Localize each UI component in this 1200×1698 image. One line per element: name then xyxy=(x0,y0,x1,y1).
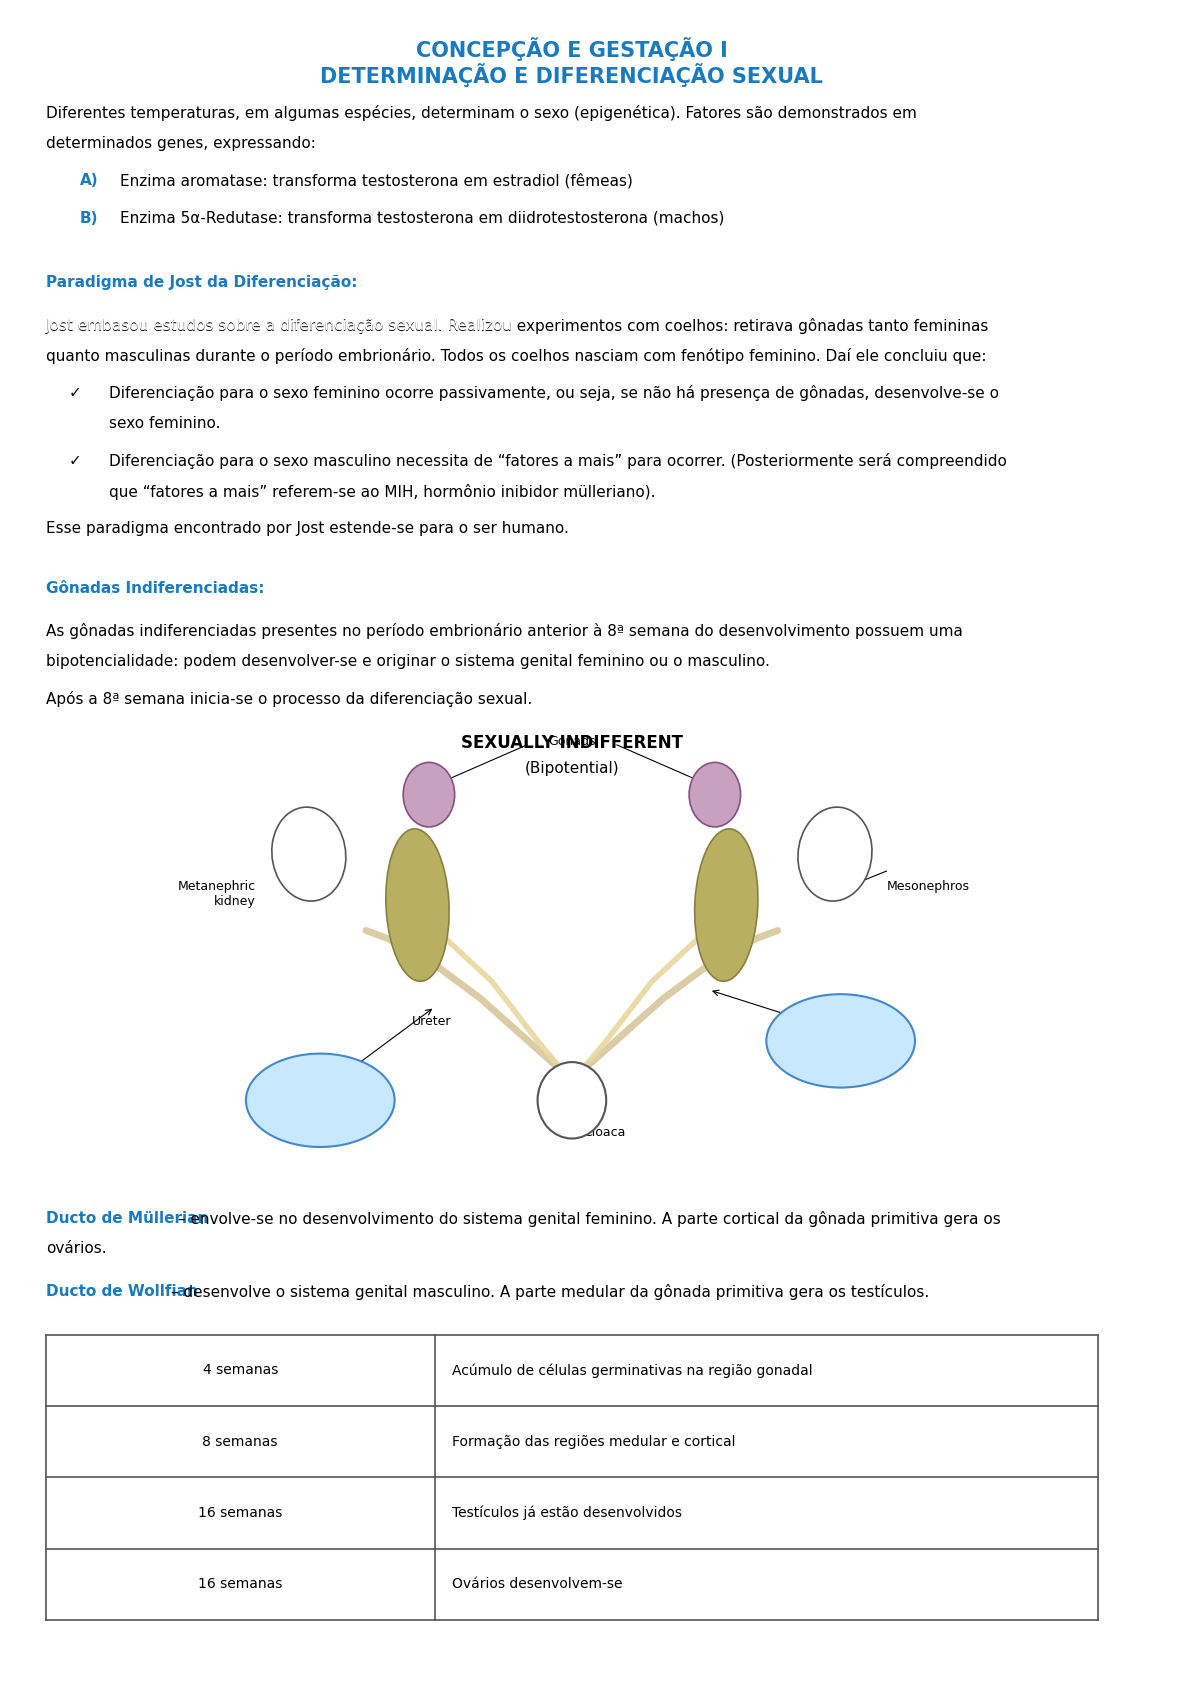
Text: ✓: ✓ xyxy=(68,453,82,469)
Text: Cloaca: Cloaca xyxy=(583,1126,625,1139)
Text: Jost embasou estudos sobre a diferenciação sexual. Realizou: Jost embasou estudos sobre a diferenciaç… xyxy=(46,318,517,333)
Text: Esse paradigma encontrado por Jost estende-se para o ser humano.: Esse paradigma encontrado por Jost esten… xyxy=(46,521,569,537)
Text: A): A) xyxy=(80,173,98,188)
Text: Mesonephros: Mesonephros xyxy=(887,880,970,893)
Ellipse shape xyxy=(689,762,740,827)
Ellipse shape xyxy=(767,995,916,1088)
Text: ovários.: ovários. xyxy=(46,1241,107,1257)
Text: As gônadas indiferenciadas presentes no período embrionário anterior à 8ª semana: As gônadas indiferenciadas presentes no … xyxy=(46,623,962,638)
Ellipse shape xyxy=(403,762,455,827)
Text: Diferentes temperaturas, em algumas espécies, determinam o sexo (epigenética). F: Diferentes temperaturas, em algumas espé… xyxy=(46,105,917,121)
Text: sexo feminino.: sexo feminino. xyxy=(109,416,220,431)
Text: quanto masculinas durante o período embrionário. Todos os coelhos nasciam com fe: quanto masculinas durante o período embr… xyxy=(46,348,986,363)
Text: SEXUALLY INDIFFERENT: SEXUALLY INDIFFERENT xyxy=(461,734,683,752)
Text: Ovários desenvolvem-se: Ovários desenvolvem-se xyxy=(451,1577,623,1591)
Text: Diferenciação para o sexo masculino necessita de “fatores a mais” para ocorrer. : Diferenciação para o sexo masculino nece… xyxy=(109,453,1007,469)
Ellipse shape xyxy=(798,807,872,902)
Text: CONCEPÇÃO E GESTAÇÃO I: CONCEPÇÃO E GESTAÇÃO I xyxy=(416,37,727,61)
Text: Ureter: Ureter xyxy=(412,1015,451,1029)
Text: ✓: ✓ xyxy=(68,385,82,401)
Text: Após a 8ª semana inicia-se o processo da diferenciação sexual.: Após a 8ª semana inicia-se o processo da… xyxy=(46,691,532,706)
Text: Enzima 5α-Redutase: transforma testosterona em diidrotestosterona (machos): Enzima 5α-Redutase: transforma testoster… xyxy=(120,211,725,226)
Text: (Bipotential): (Bipotential) xyxy=(524,761,619,776)
Text: determinados genes, expressando:: determinados genes, expressando: xyxy=(46,136,316,151)
Ellipse shape xyxy=(695,829,758,981)
Text: B): B) xyxy=(80,211,98,226)
Ellipse shape xyxy=(386,829,449,981)
Text: 16 semanas: 16 semanas xyxy=(198,1506,282,1520)
Ellipse shape xyxy=(246,1054,395,1148)
Text: Ducto de Müllerian: Ducto de Müllerian xyxy=(46,1211,208,1226)
Text: bipotencialidade: podem desenvolver-se e originar o sistema genital feminino ou : bipotencialidade: podem desenvolver-se e… xyxy=(46,654,769,669)
Text: Gonads: Gonads xyxy=(548,735,595,749)
Text: que “fatores a mais” referem-se ao MIH, hormônio inibidor mülleriano).: que “fatores a mais” referem-se ao MIH, … xyxy=(109,484,655,499)
Text: – desenvolve o sistema genital masculino. A parte medular da gônada primitiva ge: – desenvolve o sistema genital masculino… xyxy=(167,1284,930,1299)
Text: Acúmulo de células germinativas na região gonadal: Acúmulo de células germinativas na regiã… xyxy=(451,1363,812,1377)
Text: 4 semanas: 4 semanas xyxy=(203,1363,278,1377)
Text: Metanephric
kidney: Metanephric kidney xyxy=(178,880,256,907)
Text: Ducto de Wollfian: Ducto de Wollfian xyxy=(46,1284,198,1299)
Ellipse shape xyxy=(538,1063,606,1139)
Text: 16 semanas: 16 semanas xyxy=(198,1577,282,1591)
Ellipse shape xyxy=(272,807,346,902)
Text: Jost embasou estudos sobre a diferenciação sexual. Realizou experimentos com coe: Jost embasou estudos sobre a diferenciaç… xyxy=(46,318,989,333)
Text: Enzima aromatase: transforma testosterona em estradiol (fêmeas): Enzima aromatase: transforma testosteron… xyxy=(120,173,632,188)
Text: Müllerian
duct: Müllerian duct xyxy=(292,1083,349,1110)
Text: Testículos já estão desenvolvidos: Testículos já estão desenvolvidos xyxy=(451,1506,682,1520)
Text: Wollfian
duct: Wollfian duct xyxy=(816,1024,865,1051)
Text: – envolve-se no desenvolvimento do sistema genital feminino. A parte cortical da: – envolve-se no desenvolvimento do siste… xyxy=(173,1211,1001,1226)
Text: Paradigma de Jost da Diferenciação:: Paradigma de Jost da Diferenciação: xyxy=(46,275,358,290)
Text: Diferenciação para o sexo feminino ocorre passivamente, ou seja, se não há prese: Diferenciação para o sexo feminino ocorr… xyxy=(109,385,998,401)
Text: Gônadas Indiferenciadas:: Gônadas Indiferenciadas: xyxy=(46,581,264,596)
Text: Formação das regiões medular e cortical: Formação das regiões medular e cortical xyxy=(451,1435,736,1448)
Text: DETERMINAÇÃO E DIFERENCIAÇÃO SEXUAL: DETERMINAÇÃO E DIFERENCIAÇÃO SEXUAL xyxy=(320,63,823,87)
Text: 8 semanas: 8 semanas xyxy=(203,1435,278,1448)
